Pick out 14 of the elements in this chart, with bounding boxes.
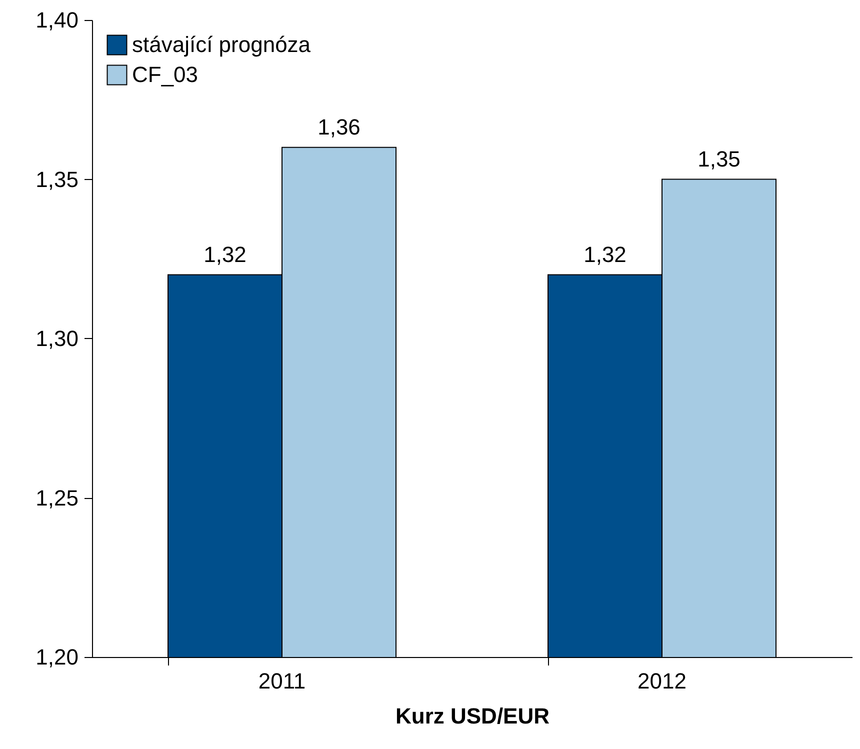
data-label: 1,32 [584, 242, 626, 267]
y-tick-label: 1,40 [36, 8, 78, 32]
data-label: 1,36 [318, 114, 360, 140]
y-tick-label: 1,35 [36, 166, 78, 192]
y-tick-label: 1,20 [36, 644, 78, 670]
y-tick-label: 1,25 [36, 485, 78, 510]
x-axis-title: Kurz USD/EUR [395, 704, 550, 728]
x-tick-label: 2012 [638, 668, 686, 694]
y-tick-label: 1,30 [36, 326, 78, 351]
data-label: 1,32 [204, 242, 246, 267]
x-tick-label: 2011 [258, 668, 306, 694]
legend-label: CF_03 [132, 62, 198, 87]
legend-label: stávající prognóza [132, 32, 312, 57]
data-label: 1,35 [698, 146, 740, 172]
